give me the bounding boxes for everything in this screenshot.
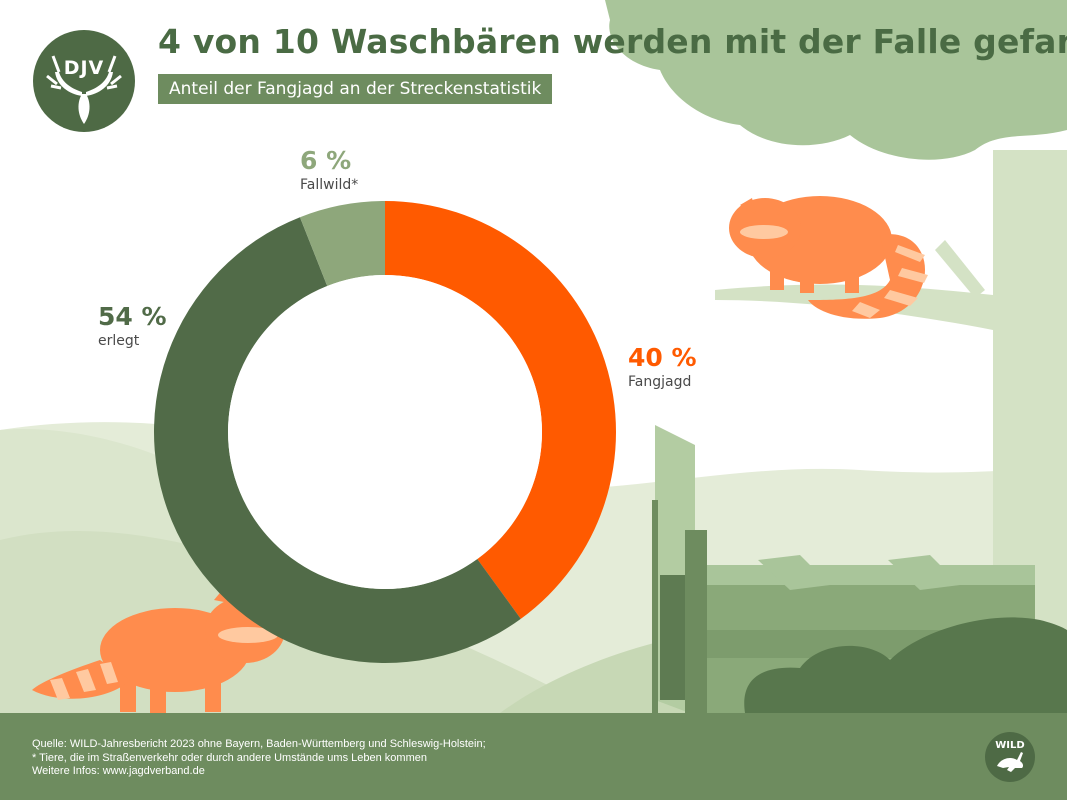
bush <box>744 617 1067 713</box>
trap-window <box>660 575 685 700</box>
donut-slice-erlegt <box>153 217 521 664</box>
tree-twig <box>935 240 985 298</box>
raccoon-tree <box>729 196 928 319</box>
source-line: * Tiere, die im Straßenverkehr oder durc… <box>32 751 427 764</box>
source-note: Quelle: WILD-Jahresbericht 2023 ohne Bay… <box>32 738 486 779</box>
donut-slice-fangjagd <box>385 201 617 619</box>
djv-logo[interactable]: DJV <box>33 30 135 132</box>
label-fallwild-name: Fallwild* <box>300 177 359 193</box>
trap-frame <box>652 500 658 715</box>
donut-slice-fallwild <box>299 201 385 287</box>
wild-badge-text: WILD <box>995 740 1025 751</box>
wild-badge[interactable]: WILD <box>985 732 1035 782</box>
donut-hole <box>228 275 542 589</box>
label-erlegt-name: erlegt <box>98 333 140 349</box>
label-erlegt: 54 % erlegt <box>98 302 167 350</box>
page-title: 4 von 10 Waschbären werden mit der Falle… <box>158 22 1067 61</box>
label-erlegt-pct: 54 % <box>98 302 167 331</box>
trap-frame <box>685 530 707 715</box>
hare-icon <box>997 752 1024 772</box>
footer-bar <box>0 713 1067 800</box>
subtitle: Anteil der Fangjagd an der Streckenstati… <box>158 74 553 104</box>
tree-crown <box>605 0 1067 160</box>
label-fallwild-pct: 6 % <box>300 146 352 175</box>
source-line: Weitere Infos: www.jagdverband.de <box>32 765 205 777</box>
raccoon-ground <box>32 588 285 713</box>
label-fallwild: 6 % Fallwild* <box>300 146 358 194</box>
label-fangjagd-name: Fangjagd <box>628 374 692 390</box>
antlers-icon <box>46 55 122 124</box>
logo-text: DJV <box>63 57 105 79</box>
trap-slat <box>888 555 960 590</box>
label-fangjagd: 40 % Fangjagd <box>628 343 697 391</box>
source-line: Quelle: WILD-Jahresbericht 2023 ohne Bay… <box>32 738 486 750</box>
trap-slat <box>758 555 830 590</box>
label-fangjagd-pct: 40 % <box>628 343 697 372</box>
